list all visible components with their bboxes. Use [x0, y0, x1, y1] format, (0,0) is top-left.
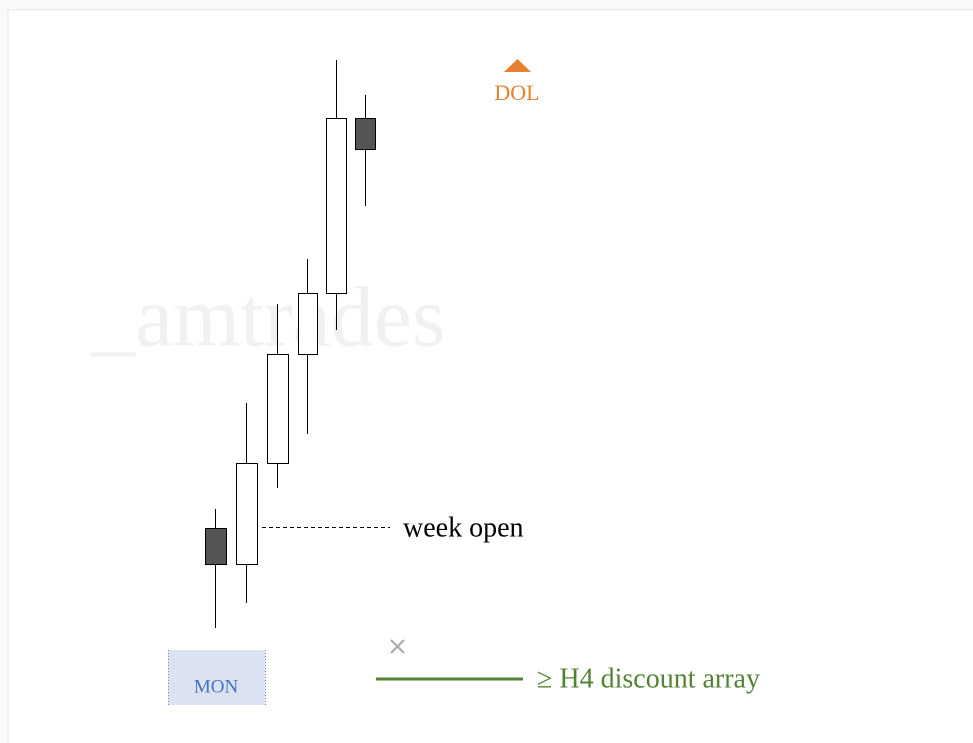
legend-label: ≥ H4 discount array	[537, 663, 760, 694]
week-open-label: week open	[403, 512, 524, 543]
bull-candle	[267, 354, 289, 464]
bull-candle	[326, 118, 347, 294]
candles	[205, 60, 376, 628]
card	[7, 9, 973, 743]
bull-candle	[236, 463, 258, 565]
session-box	[168, 650, 265, 705]
close-icon[interactable]	[390, 639, 405, 654]
watermark: _amtrades	[91, 269, 445, 365]
dol-label: DOL	[494, 80, 539, 105]
bear-candle	[205, 528, 227, 565]
session-label: MON	[194, 676, 239, 697]
bull-candle	[298, 293, 318, 355]
bear-candle	[355, 118, 376, 150]
dol-marker	[504, 59, 531, 72]
